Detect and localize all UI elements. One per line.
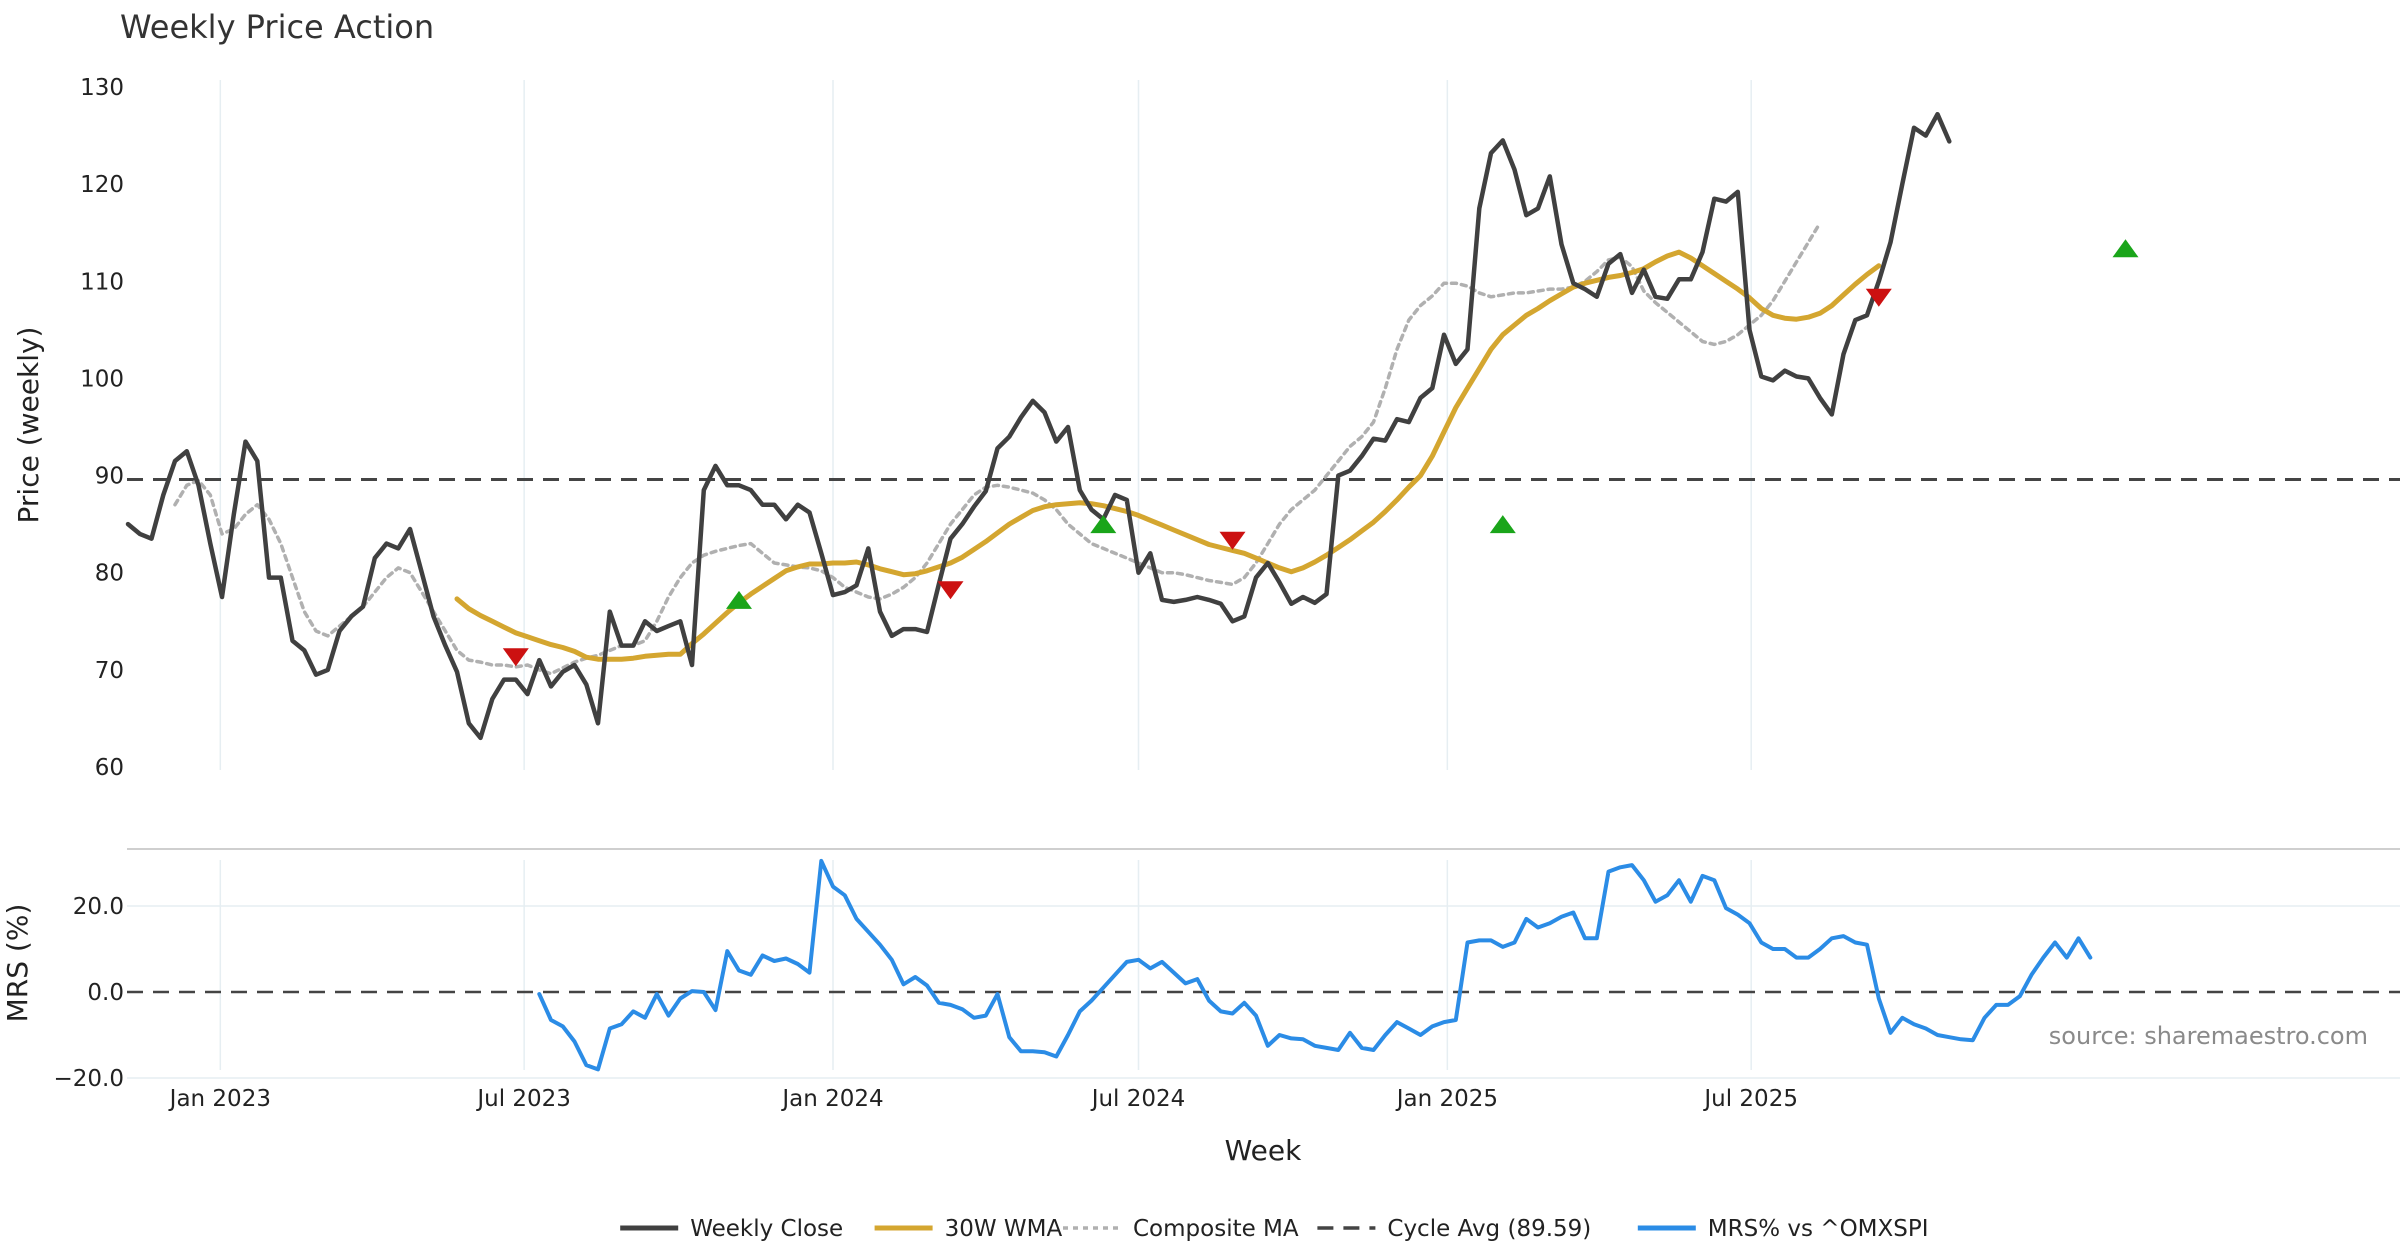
price-y-tick: 130 bbox=[80, 75, 124, 101]
legend-label: Composite MA bbox=[1133, 1216, 1299, 1242]
x-tick-label: Jan 2023 bbox=[168, 1086, 271, 1112]
composite-ma-line bbox=[173, 221, 1822, 676]
price-y-tick: 120 bbox=[80, 172, 124, 198]
mrs-line bbox=[537, 858, 2093, 1072]
x-tick-label: Jul 2024 bbox=[1090, 1086, 1186, 1112]
mrs-y-ticks: −20.0 0.0 20.0 bbox=[54, 894, 124, 1092]
mrs-y-tick: 20.0 bbox=[73, 894, 124, 920]
x-grid bbox=[219, 80, 1752, 1070]
price-y-tick: 110 bbox=[80, 269, 124, 295]
legend-label: Cycle Avg (89.59) bbox=[1387, 1216, 1591, 1242]
price-y-tick: 80 bbox=[95, 561, 124, 587]
wma-30w-line bbox=[454, 249, 1882, 662]
price-y-tick: 90 bbox=[95, 464, 124, 490]
legend-item: Weekly Close bbox=[620, 1216, 843, 1242]
sell-signal-marker bbox=[1219, 531, 1246, 550]
mrs-series bbox=[127, 858, 2400, 1072]
x-ticks: Jan 2023 Jul 2023 Jan 2024 Jul 2024 Jan 2025… bbox=[168, 1086, 1798, 1112]
sell-signal-marker bbox=[937, 581, 964, 600]
x-tick-label: Jul 2025 bbox=[1702, 1086, 1798, 1112]
legend-item: 30W WMA bbox=[874, 1216, 1063, 1242]
price-y-tick: 100 bbox=[80, 366, 124, 392]
price-y-tick: 70 bbox=[95, 658, 124, 684]
sell-signal-marker bbox=[1865, 288, 1892, 307]
legend-label: Weekly Close bbox=[690, 1216, 843, 1242]
mrs-y-label: MRS (%) bbox=[1, 904, 34, 1023]
legend-label: 30W WMA bbox=[945, 1216, 1063, 1242]
price-y-tick: 60 bbox=[95, 755, 124, 781]
buy-signal-marker bbox=[1489, 515, 1516, 534]
buy-signal-marker bbox=[2112, 239, 2139, 258]
weekly-close-line bbox=[125, 111, 1952, 741]
legend-label: MRS% vs ^OMXSPI bbox=[1708, 1216, 1929, 1242]
legend-item: MRS% vs ^OMXSPI bbox=[1637, 1216, 1929, 1242]
chart-title: Weekly Price Action bbox=[120, 8, 434, 46]
x-tick-label: Jul 2023 bbox=[475, 1086, 571, 1112]
mrs-y-tick: 0.0 bbox=[87, 980, 124, 1006]
price-y-ticks: 60 70 80 90 100 110 120 130 bbox=[80, 75, 124, 781]
x-tick-label: Jan 2025 bbox=[1395, 1086, 1498, 1112]
legend: Weekly Close 30W WMA Composite MA Cycle Avg… bbox=[620, 1216, 1929, 1242]
legend-item: Cycle Avg (89.59) bbox=[1317, 1216, 1591, 1242]
sell-signal-marker bbox=[502, 648, 529, 667]
mrs-grid bbox=[127, 905, 2400, 1079]
x-tick-label: Jan 2024 bbox=[780, 1086, 883, 1112]
legend-item: Composite MA bbox=[1063, 1216, 1299, 1242]
buy-signal-marker bbox=[726, 590, 752, 609]
price-y-label: Price (weekly) bbox=[12, 327, 45, 524]
x-axis-label: Week bbox=[1225, 1134, 1302, 1167]
mrs-y-tick: −20.0 bbox=[54, 1066, 124, 1092]
buy-signal-marker bbox=[1090, 515, 1117, 534]
price-series bbox=[125, 111, 2400, 741]
signal-markers bbox=[502, 239, 2139, 667]
source-note: source: sharemaestro.com bbox=[2049, 1022, 2368, 1050]
